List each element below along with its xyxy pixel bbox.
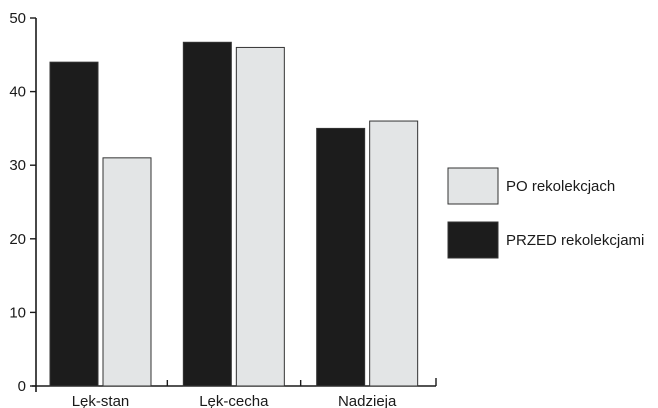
legend: PO rekolekcjach PRZED rekolekcjami: [447, 167, 644, 259]
bar-po-1: [102, 157, 152, 387]
bars: [49, 41, 419, 387]
legend-swatch: [447, 167, 499, 205]
bar-po-3: [369, 120, 419, 387]
axes: [32, 18, 436, 392]
bar-przed-2: [182, 41, 232, 387]
x-tick-label: Nadzieja: [338, 393, 397, 408]
bar-po-2: [235, 46, 285, 387]
bar-przed-3: [316, 127, 366, 387]
y-axis-ticks: 0 10 20 30 40 50: [9, 10, 36, 395]
y-tick-label: 0: [18, 378, 26, 395]
y-tick-label: 20: [9, 231, 26, 248]
bar-przed-1: [49, 61, 99, 387]
y-tick-label: 30: [9, 157, 26, 174]
x-axis-labels: Lęk-stan Lęk-cecha Nadzieja: [72, 378, 437, 408]
x-tick-label: Lęk-cecha: [199, 393, 269, 408]
y-tick-label: 10: [9, 304, 26, 321]
y-tick-label: 40: [9, 84, 26, 101]
x-tick-label: Lęk-stan: [72, 393, 130, 408]
legend-label: PO rekolekcjach: [506, 178, 615, 195]
legend-label: PRZED rekolekcjami: [506, 232, 644, 249]
legend-swatch: [447, 221, 499, 259]
y-tick-label: 50: [9, 10, 26, 27]
